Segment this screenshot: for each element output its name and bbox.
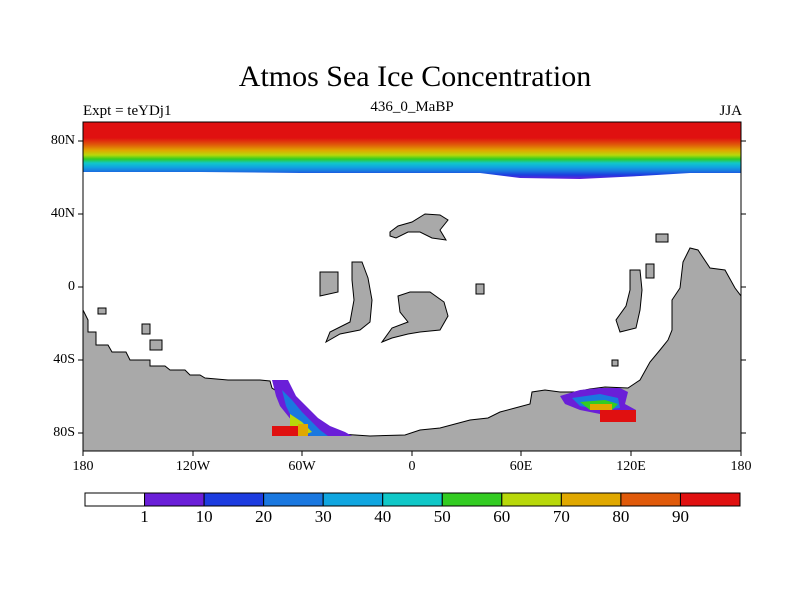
colorbar-label: 10	[195, 507, 213, 526]
season-label: JJA	[719, 103, 742, 119]
arctic-sea-ice-band	[83, 122, 741, 179]
colorbar-label: 80	[612, 507, 630, 526]
colorbar-swatch	[679, 492, 741, 507]
colorbar-swatch	[322, 492, 384, 507]
colorbar-swatch	[144, 492, 205, 507]
colorbar-label: 1	[140, 507, 149, 526]
lat-label-80n: 80N	[50, 133, 75, 148]
experiment-label: Expt = teYDj1	[83, 103, 172, 119]
colorbar-label: 90	[672, 507, 689, 526]
island-center-tall	[325, 261, 373, 344]
island-center-right	[380, 291, 449, 344]
lon-label-180e: 180	[730, 459, 752, 474]
lon-label-60w: 60W	[288, 459, 316, 474]
axis-ticks	[78, 140, 746, 456]
lon-label-120e: 120E	[616, 459, 646, 474]
colorbar-swatch	[560, 492, 622, 507]
colorbar-swatch	[441, 492, 503, 507]
lon-label-60e: 60E	[509, 459, 533, 474]
south-sea-ice-east-red	[600, 410, 636, 422]
lat-label-40n: 40N	[50, 206, 75, 221]
colorbar-label: 40	[374, 507, 392, 526]
island-small-1	[475, 283, 485, 295]
colorbar-swatch	[263, 492, 324, 507]
lat-label-0: 0	[68, 279, 75, 294]
colorbar-swatch	[382, 492, 443, 507]
island-west-center	[319, 271, 339, 297]
colorbar-swatch	[501, 492, 562, 507]
colorbar-label: 50	[433, 507, 451, 526]
colorbar	[84, 492, 741, 507]
colorbar-label: 30	[314, 507, 332, 526]
time-label: 436_0_MaBP	[370, 99, 454, 115]
island-east-cluster	[615, 269, 643, 333]
lat-label-80s: 80S	[53, 425, 75, 440]
colorbar-label: 70	[552, 507, 570, 526]
south-sea-ice-west-red	[272, 426, 298, 436]
colorbar-label: 20	[255, 507, 273, 526]
colorbar-label: 60	[493, 507, 511, 526]
lon-label-180w: 180	[72, 459, 94, 474]
lon-label-0: 0	[408, 459, 416, 474]
landmass-western	[83, 247, 741, 451]
colorbar-swatch	[84, 492, 146, 507]
island-north-center	[389, 213, 449, 241]
south-sea-ice-west	[272, 380, 352, 436]
colorbar-swatch	[203, 492, 265, 507]
map-title: Atmos Sea Ice Concentration	[238, 60, 592, 93]
lon-label-120w: 120W	[175, 459, 211, 474]
lat-label-40s: 40S	[53, 352, 75, 367]
colorbar-swatch	[620, 492, 681, 507]
